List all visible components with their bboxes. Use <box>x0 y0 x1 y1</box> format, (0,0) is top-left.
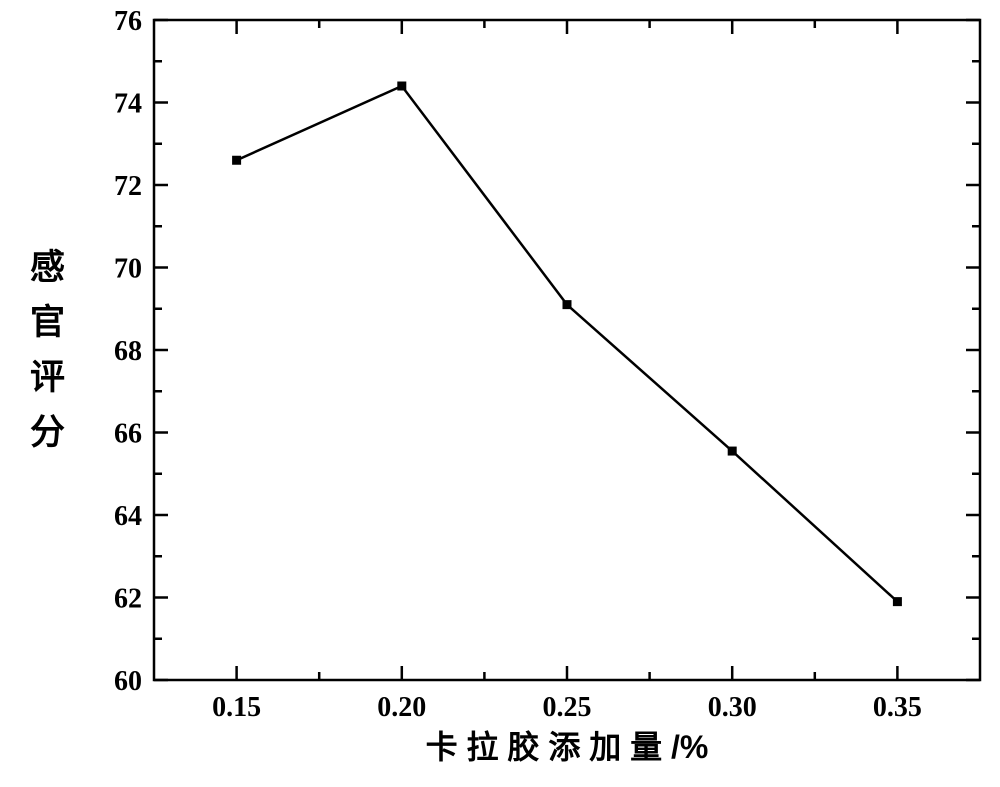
y-tick-label: 66 <box>114 418 142 449</box>
x-tick-label: 0.25 <box>543 692 592 723</box>
y-axis-title-char: 感 <box>30 250 65 285</box>
chart-container: 0.15 0.20 0.25 0.30 0.35 60 62 64 66 68 70 72 74 76 卡 … <box>0 0 1000 787</box>
data-marker <box>728 447 737 456</box>
y-axis-title-char: 官 <box>30 305 65 340</box>
x-axis-title: 卡 拉 胶 添 加 量 /% <box>426 729 709 765</box>
data-marker <box>563 300 572 309</box>
y-tick-label: 74 <box>114 88 142 119</box>
y-tick-label: 70 <box>114 253 142 284</box>
plot-frame <box>154 20 980 680</box>
data-marker <box>397 82 406 91</box>
y-axis-title-char: 分 <box>30 415 65 450</box>
y-tick-label: 62 <box>114 583 142 614</box>
y-tick-label: 68 <box>114 336 142 367</box>
x-tick-label: 0.15 <box>212 692 261 723</box>
y-tick-label: 64 <box>114 501 142 532</box>
y-tick-label: 76 <box>114 6 142 37</box>
data-marker <box>893 597 902 606</box>
data-marker <box>232 156 241 165</box>
x-tick-label: 0.20 <box>377 692 426 723</box>
data-line <box>237 86 898 602</box>
x-tick-label: 0.35 <box>873 692 922 723</box>
y-tick-label: 60 <box>114 666 142 697</box>
x-tick-label: 0.30 <box>708 692 757 723</box>
chart-svg: 0.15 0.20 0.25 0.30 0.35 60 62 64 66 68 70 72 74 76 卡 … <box>0 0 1000 787</box>
y-tick-label: 72 <box>114 171 142 202</box>
y-axis-title-char: 评 <box>30 360 65 395</box>
